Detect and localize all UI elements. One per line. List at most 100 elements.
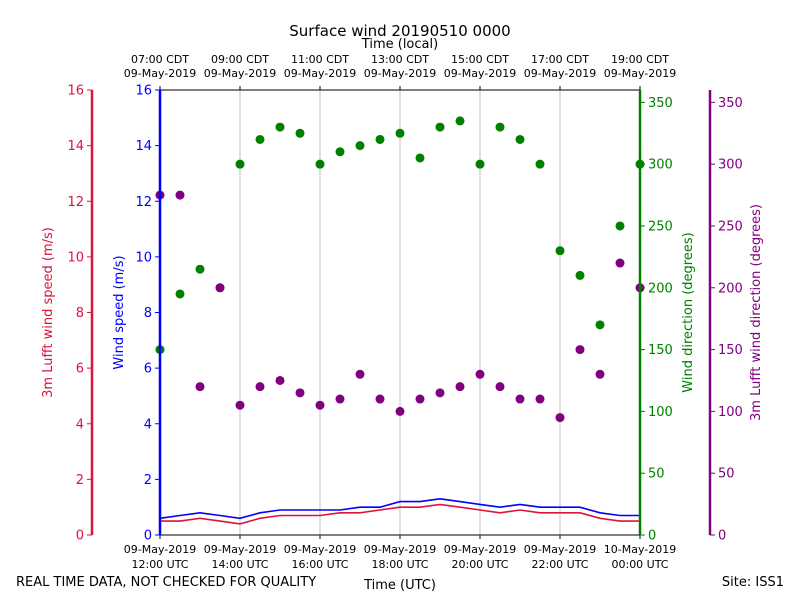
lufft-direction-point (215, 283, 225, 293)
lufft-direction-point (235, 400, 245, 410)
speed-series-line (159, 497, 640, 520)
speed-tick-label: 10 (135, 250, 152, 265)
lufft-direction-point (175, 190, 185, 200)
lufft-direction-point (195, 382, 205, 392)
direction-point (335, 147, 345, 157)
bottom-tick-label-date: 10-May-2019 (604, 543, 676, 556)
direction-point (475, 159, 485, 169)
bottom-tick-label-date: 09-May-2019 (524, 543, 596, 556)
lufft-direction-point (495, 382, 505, 392)
lufft-direction-point (575, 345, 585, 355)
direction-point (495, 122, 505, 132)
lufft_direction-axis-label: 3m Lufft wind direction (degrees) (749, 204, 764, 421)
direction-point (575, 270, 585, 280)
bottom-tick-label-time: 12:00 UTC (131, 558, 188, 571)
direction-tick-label: 350 (648, 96, 673, 111)
lufft_speed-tick-label: 8 (76, 306, 84, 321)
direction-tick-label: 300 (648, 158, 673, 173)
direction-point (315, 159, 325, 169)
direction-point (175, 289, 185, 299)
direction-tick-label: 200 (648, 281, 673, 296)
bottom-tick-label-date: 09-May-2019 (124, 543, 196, 556)
bottom-tick-label-date: 09-May-2019 (444, 543, 516, 556)
top-axis-label: Time (local) (361, 37, 438, 52)
direction-tick-label: 50 (648, 467, 665, 482)
speed-tick-label: 14 (135, 139, 152, 154)
direction-tick-label: 100 (648, 405, 673, 420)
direction-point (235, 159, 245, 169)
direction-tick-label: 150 (648, 343, 673, 358)
direction-point (555, 246, 565, 256)
direction-point (395, 128, 405, 138)
direction-point (255, 134, 265, 144)
speed-tick-label: 12 (135, 195, 152, 210)
top-tick-label-date: 09-May-2019 (364, 67, 436, 80)
chart-title: Surface wind 20190510 0000 (289, 22, 510, 40)
top-tick-label-date: 09-May-2019 (124, 67, 196, 80)
top-tick-label-time: 07:00 CDT (131, 53, 189, 66)
lufft-direction-point (535, 394, 545, 404)
bottom-axis-label: Time (UTC) (363, 578, 436, 593)
direction-point (375, 134, 385, 144)
plot-data (155, 116, 645, 525)
lufft-direction-point (255, 382, 265, 392)
bottom-tick-label-time: 20:00 UTC (451, 558, 508, 571)
lufft-direction-point (595, 369, 605, 379)
lufft_speed-tick-label: 14 (67, 139, 84, 154)
lufft-direction-point (375, 394, 385, 404)
lufft_speed-tick-label: 10 (67, 250, 84, 265)
lufft-direction-point (435, 388, 445, 398)
lufft_speed-tick-label: 16 (67, 84, 84, 99)
lufft_speed-tick-label: 6 (76, 362, 84, 377)
lufft_speed-tick-label: 2 (76, 473, 84, 488)
lufft-direction-point (335, 394, 345, 404)
lufft-direction-point (315, 400, 325, 410)
top-tick-label-date: 09-May-2019 (444, 67, 516, 80)
lufft_direction-tick-label: 0 (718, 529, 726, 544)
speed-tick-label: 8 (144, 306, 152, 321)
lufft-direction-point (415, 394, 425, 404)
direction-point (435, 122, 445, 132)
grid-lines (239, 90, 561, 535)
top-tick-label-time: 09:00 CDT (211, 53, 269, 66)
bottom-tick-label-time: 00:00 UTC (611, 558, 668, 571)
top-tick-label-date: 09-May-2019 (204, 67, 276, 80)
lufft-direction-point (395, 406, 405, 416)
speed-tick-label: 0 (144, 529, 152, 544)
lufft_speed-tick-label: 4 (76, 417, 84, 432)
top-tick-label-time: 19:00 CDT (611, 53, 669, 66)
top-tick-label-time: 15:00 CDT (451, 53, 509, 66)
lufft_direction-tick-label: 150 (718, 343, 743, 358)
bottom-tick-label-date: 09-May-2019 (284, 543, 356, 556)
lufft-direction-point (555, 413, 565, 423)
direction-point (295, 128, 305, 138)
bottom-tick-label-time: 18:00 UTC (371, 558, 428, 571)
top-tick-label-date: 09-May-2019 (604, 67, 676, 80)
direction-point (455, 116, 465, 126)
top-tick-label-time: 13:00 CDT (371, 53, 429, 66)
lufft-direction-point (475, 369, 485, 379)
speed-axis-label: Wind speed (m/s) (112, 255, 127, 369)
lufft-speed-series-line (160, 503, 640, 525)
direction-point (415, 153, 425, 163)
lufft_direction-tick-label: 100 (718, 405, 743, 420)
direction-point (515, 134, 525, 144)
top-tick-label-date: 09-May-2019 (524, 67, 596, 80)
direction-point (195, 264, 205, 274)
bottom-tick-label-time: 14:00 UTC (211, 558, 268, 571)
direction-axis-label: Wind direction (degrees) (681, 232, 696, 392)
lufft-direction-point (615, 258, 625, 268)
speed-tick-label: 2 (144, 473, 152, 488)
top-tick-label-date: 09-May-2019 (284, 67, 356, 80)
bottom-tick-label-time: 16:00 UTC (291, 558, 348, 571)
lufft-direction-point (275, 375, 285, 385)
lufft-direction-point (355, 369, 365, 379)
lufft_direction-tick-label: 50 (718, 467, 735, 482)
direction-tick-label: 0 (648, 529, 656, 544)
direction-tick-label: 250 (648, 219, 673, 234)
lufft_speed-axis-label: 3m Lufft wind speed (m/s) (41, 227, 56, 398)
speed-tick-label: 6 (144, 362, 152, 377)
lufft_direction-tick-label: 300 (718, 158, 743, 173)
